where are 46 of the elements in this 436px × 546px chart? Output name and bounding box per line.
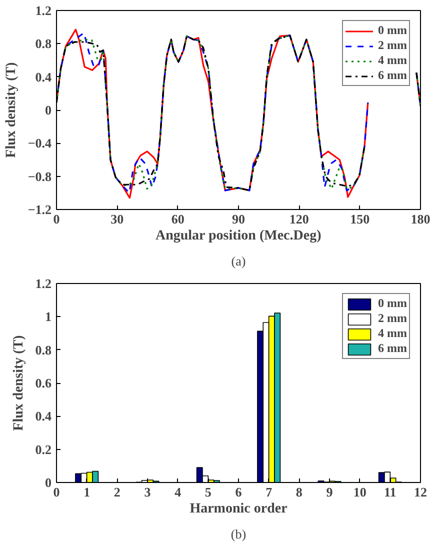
legend-label: 0 mm: [378, 296, 407, 311]
x-tick-label: 5: [204, 484, 212, 500]
x-tick-label: 1: [84, 484, 90, 500]
y-tick-label: 0: [45, 475, 52, 490]
x-tick-label: 90: [232, 212, 245, 226]
y-axis-title: Flux density (T): [11, 334, 26, 431]
x-tick-label: 180: [410, 212, 430, 226]
x-tick-label: 8: [296, 484, 303, 500]
text: (b): [230, 526, 246, 542]
legend-label: 4 mm: [378, 326, 407, 341]
x-axis-title: Angular position (Mec.Deg): [155, 228, 322, 244]
y-tick-label: −0.4: [28, 136, 52, 151]
legend-label: 6 mm: [378, 68, 407, 83]
y-tick-label: −0.8: [28, 168, 52, 184]
y-tick-label: −1.2: [28, 202, 52, 217]
x-tick-label: 10: [353, 484, 366, 500]
legend-label: 6 mm: [378, 341, 407, 356]
y-tick-label: 0.4: [35, 69, 52, 84]
legend-label: 4 mm: [378, 53, 407, 68]
legend-label: 0 mm: [378, 23, 407, 38]
y-tick-label: 0.4: [35, 408, 52, 424]
legend-label: 2 mm: [378, 311, 407, 326]
y-tick-label: 1.2: [35, 3, 52, 18]
y-tick-label: 1.2: [35, 276, 52, 291]
x-tick-label: 120: [289, 212, 309, 226]
y-tick-label: 0.8: [35, 342, 52, 358]
text: (a): [231, 254, 246, 268]
y-tick-label: 0.6: [35, 376, 52, 390]
x-tick-label: 30: [110, 212, 124, 226]
x-tick-label: 60: [171, 212, 184, 226]
x-tick-label: 150: [350, 212, 370, 226]
x-tick-label: 4: [174, 484, 182, 500]
y-tick-label: 0.2: [35, 442, 52, 457]
x-tick-label: 2: [114, 484, 120, 500]
y-tick-label: 0: [45, 102, 52, 118]
y-axis-title: Flux density (T): [4, 62, 19, 158]
x-tick-label: 11: [384, 484, 396, 500]
x-tick-label: 6: [235, 484, 242, 500]
y-tick-label: 1: [45, 309, 52, 324]
x-tick-label: 9: [326, 484, 334, 500]
x-tick-label: 7: [266, 484, 273, 500]
x-tick-label: 12: [414, 484, 427, 500]
y-tick-label: 0.8: [35, 36, 52, 52]
legend-label: 2 mm: [378, 38, 407, 53]
x-axis-title: Harmonic order: [190, 502, 288, 516]
x-tick-label: 3: [144, 484, 152, 500]
